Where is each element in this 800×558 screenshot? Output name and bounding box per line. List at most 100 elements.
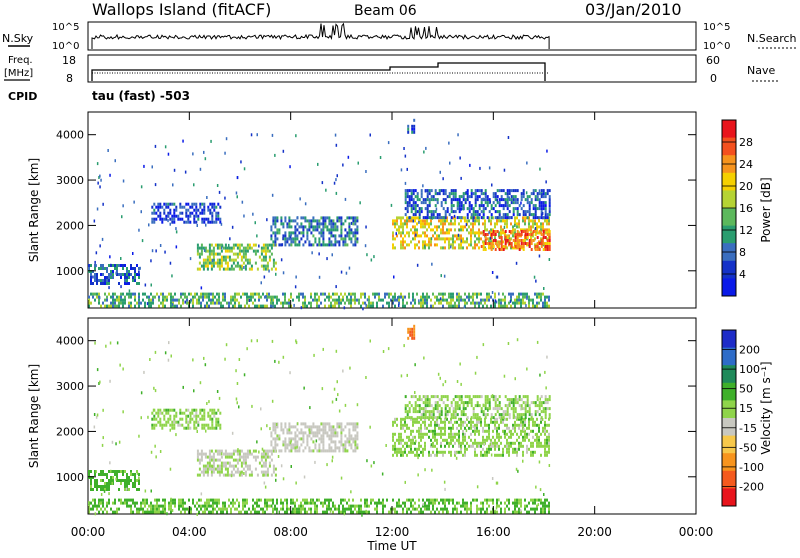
data-cell: [549, 416, 551, 419]
data-cell: [430, 421, 432, 424]
data-cell: [416, 421, 418, 424]
data-cell: [282, 508, 284, 511]
data-cell: [515, 198, 517, 201]
data-cell: [211, 244, 213, 247]
data-cell: [203, 415, 205, 418]
data-cell: [326, 422, 328, 425]
data-cell: [453, 204, 455, 207]
data-cell: [487, 395, 489, 398]
data-cell: [265, 474, 267, 477]
data-cell: [495, 230, 497, 233]
data-cell: [330, 219, 332, 222]
data-cell: [271, 474, 273, 477]
data-cell: [478, 305, 480, 308]
data-cell: [247, 468, 249, 471]
data-speckle: [405, 155, 407, 158]
data-cell: [443, 401, 445, 404]
data-cell: [429, 398, 431, 401]
data-cell: [294, 505, 296, 508]
data-cell: [520, 505, 522, 508]
data-cell: [455, 416, 457, 419]
data-cell: [485, 207, 487, 210]
data-cell: [430, 424, 432, 427]
data-cell: [543, 407, 545, 410]
data-cell: [402, 225, 404, 228]
data-cell: [382, 502, 384, 505]
data-cell: [340, 299, 342, 302]
data-cell: [144, 499, 146, 502]
data-cell: [422, 219, 424, 222]
data-cell: [179, 212, 181, 215]
data-cell: [405, 192, 407, 195]
data-cell: [232, 305, 234, 308]
data-cell: [427, 216, 429, 219]
data-cell: [201, 247, 203, 250]
data-cell: [438, 237, 440, 240]
data-cell: [126, 293, 128, 296]
data-cell: [402, 418, 404, 421]
data-speckle: [535, 280, 537, 283]
data-cell: [544, 424, 546, 427]
data-cell: [154, 499, 156, 502]
data-cell: [474, 234, 476, 237]
data-cell: [358, 511, 360, 514]
data-cell: [167, 206, 169, 209]
data-cell: [265, 459, 267, 462]
data-speckle: [275, 273, 277, 276]
data-speckle: [272, 134, 274, 137]
data-cell: [136, 511, 138, 514]
data-cell: [455, 395, 457, 398]
data-cell: [370, 499, 372, 502]
data-cell: [440, 508, 442, 511]
data-cell: [203, 468, 205, 471]
data-cell: [456, 433, 458, 436]
data-cell: [270, 434, 272, 437]
data-cell: [500, 231, 502, 234]
data-cell: [130, 305, 132, 308]
data-cell: [276, 296, 278, 299]
data-cell: [404, 305, 406, 308]
data-cell: [350, 293, 352, 296]
data-cell: [193, 209, 195, 212]
data-cell: [126, 479, 128, 482]
data-cell: [312, 422, 314, 425]
data-cell: [463, 195, 465, 198]
data-cell: [472, 231, 474, 234]
data-cell: [118, 296, 120, 299]
data-cell: [425, 404, 427, 407]
data-speckle: [152, 165, 154, 168]
data-cell: [402, 427, 404, 430]
data-cell: [132, 473, 134, 476]
data-cell: [427, 189, 429, 192]
data-cell: [470, 222, 472, 225]
data-cell: [411, 328, 413, 331]
data-cell: [181, 412, 183, 415]
data-cell: [450, 454, 452, 457]
data-cell: [502, 299, 504, 302]
data-cell: [209, 209, 211, 212]
data-cell: [157, 421, 159, 424]
data-cell: [124, 282, 126, 285]
data-cell: [318, 425, 320, 428]
data-cell: [408, 427, 410, 430]
data-cell: [400, 421, 402, 424]
data-cell: [430, 499, 432, 502]
data-cell: [96, 279, 98, 282]
data-cell: [452, 296, 454, 299]
data-cell: [300, 502, 302, 505]
data-cell: [316, 305, 318, 308]
data-cell: [477, 189, 479, 192]
data-cell: [463, 198, 465, 201]
data-cell: [443, 207, 445, 210]
data-cell: [348, 222, 350, 225]
data-cell: [320, 293, 322, 296]
data-cell: [245, 465, 247, 468]
data-cell: [334, 243, 336, 246]
data-cell: [158, 508, 160, 511]
data-speckle: [122, 368, 124, 371]
data-cell: [448, 228, 450, 231]
data-cell: [474, 448, 476, 451]
data-speckle: [252, 213, 254, 216]
data-speckle: [466, 223, 468, 226]
data-cell: [312, 234, 314, 237]
